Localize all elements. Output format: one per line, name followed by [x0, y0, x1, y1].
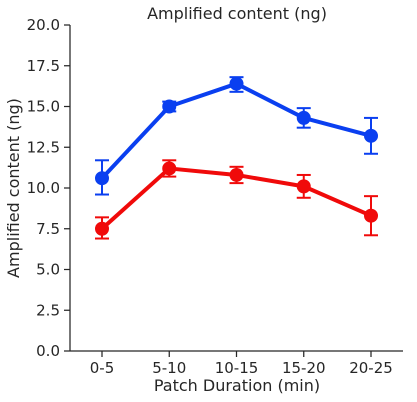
x-tick-label: 0-5: [90, 359, 115, 377]
data-point: [95, 171, 109, 186]
data-point: [95, 221, 109, 236]
y-tick-label: 10.0: [27, 179, 60, 197]
y-tick-label: 20.0: [27, 16, 60, 34]
y-axis-title: Amplified content (ng): [4, 98, 23, 278]
y-tick-label: 15.0: [27, 98, 60, 116]
plot-area: [95, 76, 378, 240]
data-point: [229, 76, 244, 91]
x-axis-title: Patch Duration (min): [154, 376, 320, 395]
y-axis: 0.0 2.5 5.0 7.5 10.0 12.5 15.0 17.5 20.0: [27, 16, 71, 360]
x-tick-label: 5-10: [152, 359, 186, 377]
series-line: [100, 81, 373, 181]
y-tick-label: 0.0: [36, 342, 60, 360]
x-axis: 0-5 5-10 10-15 15-20 20-25: [70, 350, 403, 377]
x-tick-label: 15-20: [282, 359, 326, 377]
x-tick-label: 10-15: [215, 359, 259, 377]
x-tick-label: 20-25: [349, 359, 393, 377]
series-1: [95, 76, 378, 196]
y-tick-label: 17.5: [27, 57, 60, 75]
y-tick-label: 2.5: [36, 301, 60, 319]
y-tick-label: 7.5: [36, 220, 60, 238]
y-tick-label: 5.0: [36, 261, 60, 279]
chart-title: Amplified content (ng): [147, 4, 327, 23]
data-point: [162, 99, 177, 114]
data-point: [229, 167, 244, 182]
data-point: [364, 208, 378, 223]
series-2: [95, 159, 378, 240]
data-point: [162, 161, 177, 176]
data-point: [296, 110, 311, 125]
y-tick-label: 12.5: [27, 138, 60, 156]
data-point: [296, 179, 311, 194]
data-point: [364, 128, 378, 143]
